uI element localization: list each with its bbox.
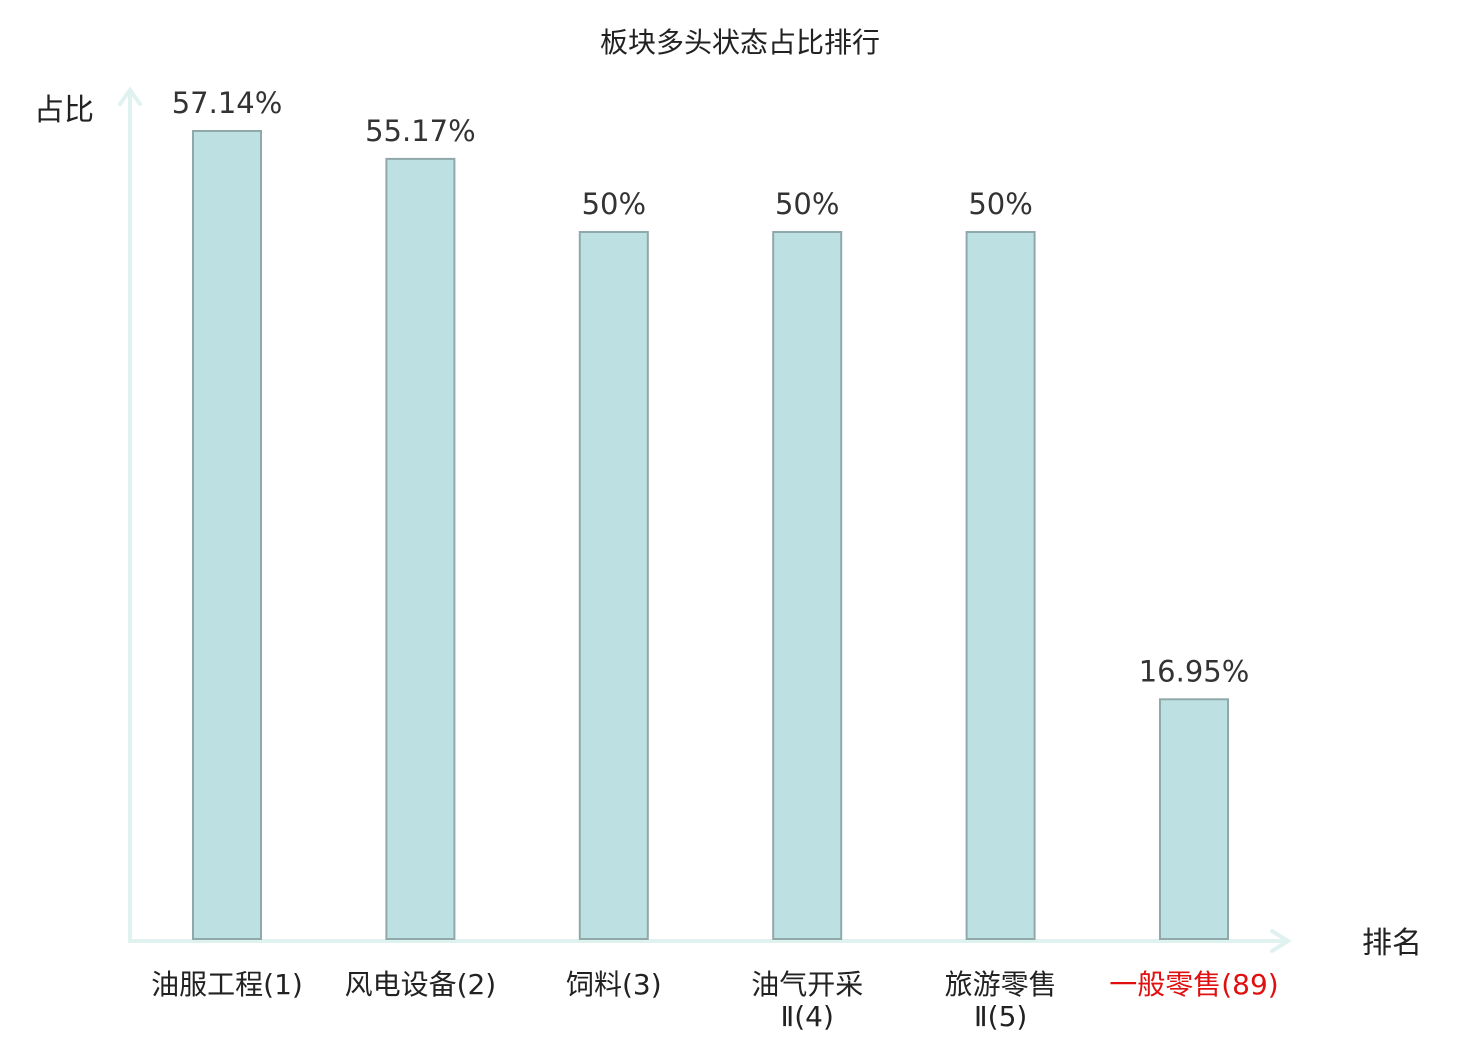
category-tick-label: 一般零售(89) xyxy=(1109,968,1278,1001)
bar-value-label: 16.95% xyxy=(1139,654,1250,688)
chart-title: 板块多头状态占比排行 xyxy=(600,26,880,59)
bar-value-label: 57.14% xyxy=(172,86,283,120)
bar-value-label: 50% xyxy=(775,187,839,221)
bar xyxy=(1159,698,1229,940)
bar xyxy=(965,231,1036,940)
category-tick-label: Ⅱ(5) xyxy=(974,1000,1027,1033)
axes xyxy=(118,86,1292,953)
category-tick-label: 旅游零售 xyxy=(945,968,1057,1001)
bar xyxy=(772,231,843,940)
bar-value-label: 50% xyxy=(582,187,646,221)
category-tick-label: 油服工程(1) xyxy=(151,968,303,1001)
bar xyxy=(385,157,456,940)
x-axis-arrow xyxy=(1270,929,1292,953)
x-axis-label: 排名 xyxy=(1362,926,1422,961)
bars-group xyxy=(192,130,1229,940)
y-axis-arrow xyxy=(118,86,142,106)
category-tick-label: Ⅱ(4) xyxy=(780,1000,833,1033)
bar-value-label: 55.17% xyxy=(365,114,476,148)
y-axis-label: 占比 xyxy=(34,93,94,128)
bar xyxy=(578,231,649,940)
category-tick-label: 饲料(3) xyxy=(566,968,662,1001)
value-labels-group: 57.14% 55.17% 50% 50% 50% 16.95% xyxy=(172,86,1250,688)
category-tick-label: 油气开采 xyxy=(751,968,863,1001)
bar-value-label: 50% xyxy=(968,187,1032,221)
category-tick-label: 风电设备(2) xyxy=(345,968,497,1001)
bar xyxy=(192,130,262,940)
